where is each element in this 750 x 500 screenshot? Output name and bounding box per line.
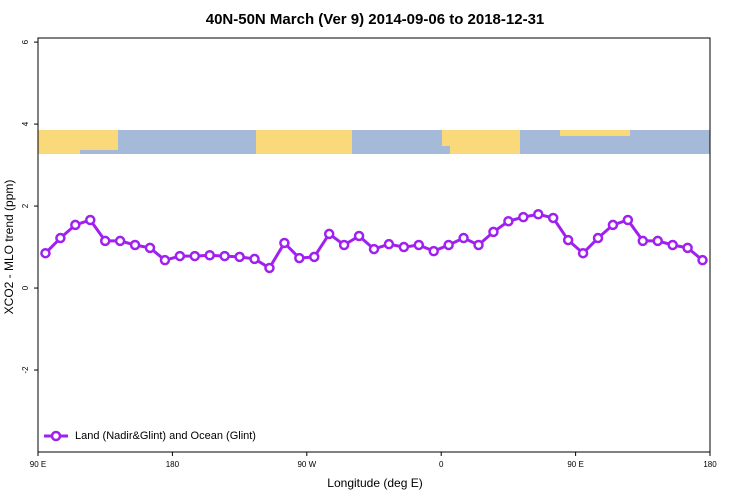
data-point: [637, 235, 649, 247]
data-point: [503, 215, 514, 227]
data-point: [697, 254, 708, 266]
data-point: [85, 214, 96, 226]
data-point: [592, 232, 604, 244]
data-point: [682, 242, 693, 254]
chart-title: 40N-50N March (Ver 9) 2014-09-06 to 2018…: [206, 11, 545, 28]
data-point: [488, 226, 499, 238]
data-point: [458, 232, 469, 244]
data-point: [234, 251, 245, 263]
plot-frame: [37, 37, 711, 453]
data-point: [428, 245, 439, 257]
y-axis-label: XCO2 - MLO trend (ppm): [2, 180, 16, 315]
x-tick-label: 90 E: [30, 460, 46, 469]
y-tick-label: 4: [21, 121, 30, 126]
y-tick-label: -2: [21, 366, 30, 374]
data-point: [219, 250, 230, 262]
data-point: [279, 237, 290, 249]
data-point: [174, 250, 186, 262]
data-point: [249, 253, 260, 265]
data-point: [323, 228, 335, 240]
legend-marker: [50, 430, 62, 442]
data-point: [413, 239, 425, 251]
series-line: [44, 212, 704, 271]
data-point: [383, 238, 395, 250]
data-point: [309, 251, 320, 263]
data-point: [204, 249, 215, 261]
data-point: [353, 230, 365, 242]
data-point: [518, 211, 529, 223]
data-point: [55, 232, 66, 244]
data-point: [473, 239, 484, 251]
x-axis-label: Longitude (deg E): [327, 476, 422, 490]
x-tick-label: 0: [439, 460, 444, 469]
x-tick-label: 180: [166, 460, 180, 469]
data-point: [607, 219, 619, 231]
data-point: [398, 241, 410, 253]
x-tick-label: 90 W: [297, 460, 316, 469]
data-point: [622, 214, 634, 226]
data-point: [189, 250, 201, 262]
legend-label: Land (Nadir&Glint) and Ocean (Glint): [75, 430, 256, 442]
data-point: [667, 239, 678, 251]
data-point: [114, 235, 126, 247]
data-point: [652, 235, 663, 247]
data-point: [562, 234, 574, 246]
y-tick-label: 0: [21, 285, 30, 290]
data-point: [294, 252, 305, 264]
data-point: [338, 239, 350, 251]
data-point: [443, 239, 454, 251]
y-tick-label: 6: [21, 39, 30, 44]
data-point: [368, 243, 380, 255]
x-tick-label: 180: [703, 460, 717, 469]
data-point: [533, 209, 544, 220]
data-point: [264, 262, 275, 274]
data-point: [129, 239, 141, 251]
x-tick-label: 90 E: [567, 460, 583, 469]
data-point: [70, 219, 81, 231]
data-point: [40, 247, 51, 259]
map-strip: [38, 130, 710, 154]
data-point: [159, 254, 171, 266]
data-point: [99, 235, 111, 247]
data-point: [547, 212, 559, 224]
y-tick-label: 2: [21, 203, 30, 208]
data-point: [577, 247, 589, 259]
data-point: [144, 242, 156, 254]
